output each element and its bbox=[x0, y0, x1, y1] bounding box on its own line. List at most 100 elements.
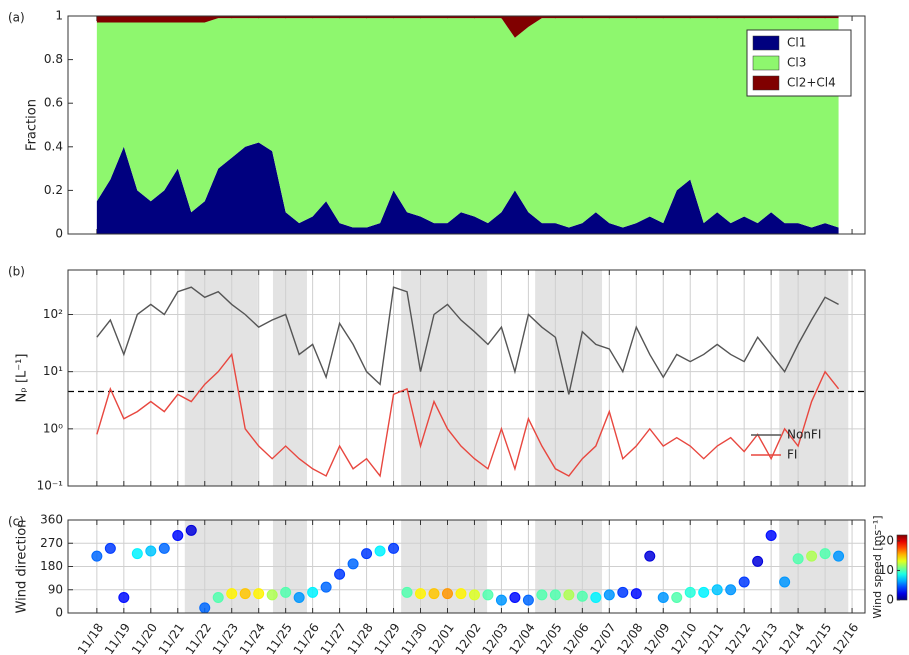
point bbox=[684, 586, 696, 598]
point bbox=[509, 592, 521, 603]
colorbar bbox=[896, 534, 908, 601]
x-tick-label: 12/16 bbox=[830, 621, 861, 655]
legend-label: Cl1 bbox=[787, 36, 806, 50]
point bbox=[657, 592, 669, 603]
point bbox=[725, 584, 737, 596]
y-axis-label: Nₚ [L⁻¹] bbox=[15, 354, 30, 403]
line-series bbox=[96, 286, 839, 395]
point bbox=[549, 589, 561, 601]
panel-label: (a) bbox=[8, 11, 25, 25]
point bbox=[833, 550, 845, 562]
y-axis-label: Wind direction bbox=[15, 520, 30, 614]
point bbox=[671, 592, 683, 603]
point bbox=[522, 594, 534, 606]
point bbox=[711, 584, 723, 596]
point bbox=[239, 588, 251, 600]
point bbox=[792, 553, 804, 565]
legend-swatch bbox=[752, 55, 780, 71]
y-tick-label: 10² bbox=[43, 307, 63, 321]
panel-label: (b) bbox=[8, 265, 25, 279]
area-series bbox=[96, 142, 839, 234]
point bbox=[280, 586, 292, 598]
point bbox=[455, 588, 467, 600]
y-tick-label: 0 bbox=[55, 227, 63, 241]
point bbox=[361, 548, 373, 560]
point bbox=[630, 588, 642, 600]
area-series bbox=[96, 18, 839, 228]
shaded-period bbox=[184, 270, 258, 486]
area-series bbox=[96, 16, 839, 38]
y-axis-label: Fraction bbox=[25, 99, 40, 151]
point bbox=[104, 542, 116, 554]
point bbox=[819, 548, 831, 560]
point bbox=[765, 530, 777, 541]
colorbar-tick-label: 20 bbox=[879, 533, 894, 547]
point bbox=[374, 545, 386, 557]
point bbox=[118, 592, 130, 603]
y-tick-label: 0 bbox=[55, 606, 63, 620]
shaded-period bbox=[401, 270, 488, 486]
axes-frame bbox=[67, 269, 866, 487]
line-series bbox=[96, 352, 840, 478]
point bbox=[482, 589, 494, 601]
y-tick-label: 0.2 bbox=[44, 183, 63, 197]
y-tick-label: 360 bbox=[40, 513, 63, 527]
point bbox=[320, 581, 332, 593]
colorbar-label: Wind speed [ms⁻¹] bbox=[871, 515, 884, 618]
point bbox=[752, 555, 764, 567]
panel-label: (c) bbox=[8, 515, 24, 529]
point bbox=[441, 588, 453, 600]
y-tick-label: 10⁰ bbox=[43, 421, 63, 435]
point bbox=[212, 592, 224, 603]
legend-label: Cl3 bbox=[787, 56, 806, 70]
point bbox=[307, 586, 319, 598]
point bbox=[495, 594, 507, 606]
axes-frame bbox=[67, 519, 866, 614]
point bbox=[172, 530, 184, 541]
point bbox=[698, 586, 710, 598]
legend-label: NonFI bbox=[787, 428, 821, 442]
point bbox=[145, 545, 157, 557]
point bbox=[563, 589, 575, 601]
shaded-period bbox=[779, 270, 849, 486]
y-tick-label: 90 bbox=[48, 582, 63, 596]
point bbox=[415, 588, 427, 600]
y-tick-label: 10⁻¹ bbox=[37, 479, 64, 493]
point bbox=[131, 548, 143, 560]
colorbar-tick-label: 10 bbox=[879, 563, 894, 577]
point bbox=[185, 524, 197, 536]
y-tick-label: 180 bbox=[40, 559, 63, 573]
point bbox=[806, 550, 818, 562]
y-tick-label: 270 bbox=[40, 536, 63, 550]
point bbox=[388, 542, 400, 554]
point bbox=[226, 588, 238, 600]
y-tick-label: 0.4 bbox=[44, 139, 63, 153]
y-tick-label: 0.8 bbox=[44, 52, 63, 66]
y-tick-label: 0.6 bbox=[44, 96, 63, 110]
point bbox=[91, 550, 103, 562]
y-tick-label: 1 bbox=[55, 9, 63, 23]
point bbox=[644, 550, 656, 562]
point bbox=[253, 588, 265, 600]
point bbox=[617, 586, 629, 598]
colorbar-tick-label: 0 bbox=[886, 593, 894, 607]
point bbox=[401, 586, 413, 598]
point bbox=[334, 568, 346, 580]
point bbox=[468, 589, 480, 601]
point bbox=[603, 589, 615, 601]
point bbox=[779, 576, 791, 588]
legend-swatch bbox=[752, 35, 780, 51]
shaded-period bbox=[535, 270, 603, 486]
legend-label: Cl2+Cl4 bbox=[787, 76, 836, 90]
axes-frame bbox=[67, 15, 866, 235]
point bbox=[293, 592, 305, 603]
point bbox=[428, 588, 440, 600]
point bbox=[158, 542, 170, 554]
point bbox=[199, 602, 211, 614]
point bbox=[347, 558, 359, 570]
point bbox=[576, 590, 588, 602]
legend-label: FI bbox=[787, 448, 797, 462]
